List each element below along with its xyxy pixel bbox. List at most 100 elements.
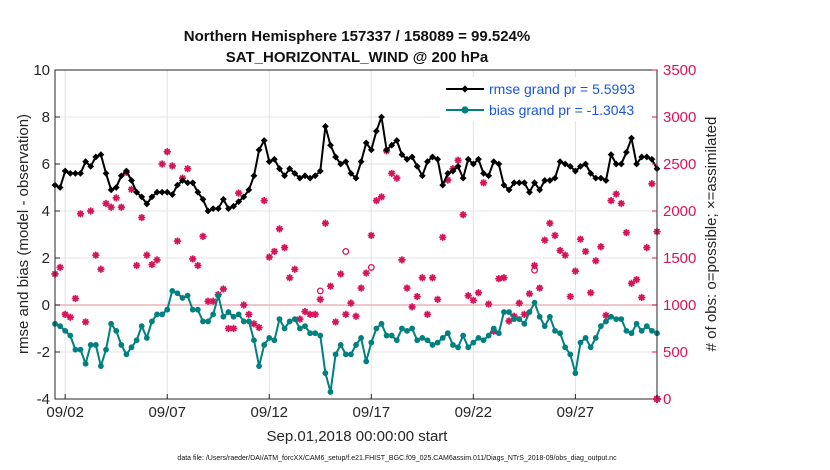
rmse-marker — [66, 170, 74, 177]
x-axis: 09/02 09/07 09/12 09/17 09/22 09/27 — [46, 394, 594, 421]
rmse-marker — [189, 179, 197, 187]
rmse-marker — [72, 170, 79, 177]
rmse-marker — [250, 172, 258, 180]
bias-marker — [429, 342, 436, 348]
rmse-marker — [526, 188, 533, 196]
rmse-marker — [454, 162, 462, 170]
bias-marker — [643, 323, 650, 330]
rmse-marker — [168, 191, 176, 198]
rmse-marker — [306, 174, 314, 182]
rmse-marker — [337, 160, 345, 168]
legend-marker-rmse — [461, 85, 469, 93]
rmse-marker — [128, 177, 135, 184]
left-tick-label: -2 — [37, 344, 50, 361]
rmse-marker — [230, 202, 237, 210]
rmse-marker — [225, 205, 232, 213]
rmse-marker — [153, 188, 161, 196]
bias-marker — [62, 327, 69, 334]
obs-assimilated-marker — [138, 213, 146, 222]
rmse-marker — [449, 167, 457, 175]
bias-marker — [327, 389, 334, 395]
rmse-marker — [235, 198, 243, 205]
obs-assimilated-marker — [474, 289, 483, 297]
rmse-marker — [163, 188, 171, 196]
bias-marker — [419, 335, 426, 341]
rmse-marker — [480, 170, 487, 177]
obs-assimilated-marker — [551, 231, 559, 240]
bias-marker — [582, 335, 589, 341]
bias-marker — [179, 295, 186, 301]
obs-assimilated-marker — [408, 303, 416, 311]
rmse-marker — [383, 146, 391, 154]
bias-marker — [82, 360, 89, 367]
obs-assimilated-marker — [153, 256, 161, 264]
obs-assimilated-marker — [337, 270, 345, 278]
bias-marker — [404, 327, 410, 334]
obs-assimilated-marker — [495, 275, 503, 283]
rmse-marker — [393, 137, 401, 144]
obs-assimilated-marker — [291, 265, 299, 273]
bias-marker — [516, 316, 523, 322]
rmse-marker — [260, 137, 268, 144]
bias-marker — [194, 306, 201, 313]
obs-assimilated-marker — [566, 292, 574, 301]
obs-assimilated-marker — [296, 315, 304, 323]
bias-marker — [414, 337, 421, 344]
bias-marker — [215, 292, 222, 299]
chart-title-line-2: SAT_HORIZONTAL_WIND @ 200 hPa — [226, 49, 489, 66]
bias-marker — [608, 313, 614, 320]
obs-assimilated-marker — [541, 236, 549, 244]
bias-marker — [460, 332, 467, 339]
bias-marker — [337, 342, 344, 348]
rmse-marker — [388, 141, 396, 149]
rmse-marker — [97, 151, 105, 158]
obs-assimilated-marker — [133, 261, 141, 270]
x-tick-label: 09/02 — [46, 404, 84, 421]
obs-assimilated-marker — [479, 179, 488, 187]
bias-marker — [506, 309, 512, 315]
rmse-marker — [209, 205, 217, 213]
obs-assimilated-marker — [158, 160, 166, 168]
obs-possible-marker — [342, 247, 350, 255]
obs-assimilated-marker — [265, 253, 273, 261]
rmse-marker — [194, 188, 202, 196]
bias-marker — [342, 351, 349, 358]
rmse-marker — [332, 153, 339, 161]
obs-assimilated-marker — [209, 297, 217, 305]
rmse-marker — [566, 162, 574, 170]
bias-marker — [281, 325, 288, 332]
rmse-marker — [112, 184, 120, 191]
rmse-marker — [541, 177, 549, 184]
bias-marker — [164, 306, 171, 313]
x-tick-label: 09/12 — [250, 404, 288, 421]
bias-marker — [638, 327, 645, 334]
bias-marker — [434, 339, 441, 346]
rmse-marker — [204, 207, 212, 215]
obs-assimilated-marker — [617, 199, 625, 208]
left-tick-label: 10 — [33, 62, 50, 79]
obs-assimilated-marker — [331, 318, 340, 326]
obs-assimilated-marker — [76, 210, 85, 218]
rmse-marker — [408, 153, 416, 161]
left-axis-label: rmse and bias (model - observation) — [15, 114, 32, 354]
obs-assimilated-marker — [66, 313, 74, 321]
obs-assimilated-marker — [638, 293, 646, 302]
obs-assimilated-marker — [362, 269, 370, 277]
obs-assimilated-marker — [97, 265, 105, 273]
bias-marker — [286, 318, 293, 325]
obs-assimilated-marker — [352, 312, 360, 320]
rmse-marker — [469, 160, 477, 168]
bias-marker — [98, 363, 104, 369]
bias-marker — [189, 306, 196, 313]
rmse-marker — [117, 172, 125, 180]
rmse-marker — [286, 165, 294, 173]
obs-assimilated-marker — [367, 231, 375, 240]
obs-assimilated-marker — [561, 251, 569, 259]
bias-marker — [536, 313, 543, 320]
bias-marker — [490, 325, 497, 332]
right-axis: 0 500 1000 1500 2000 2500 3000 3500 — [652, 62, 696, 408]
rmse-marker — [240, 193, 248, 201]
right-tick-label: 500 — [663, 344, 688, 361]
obs-assimilated-marker — [82, 318, 90, 326]
